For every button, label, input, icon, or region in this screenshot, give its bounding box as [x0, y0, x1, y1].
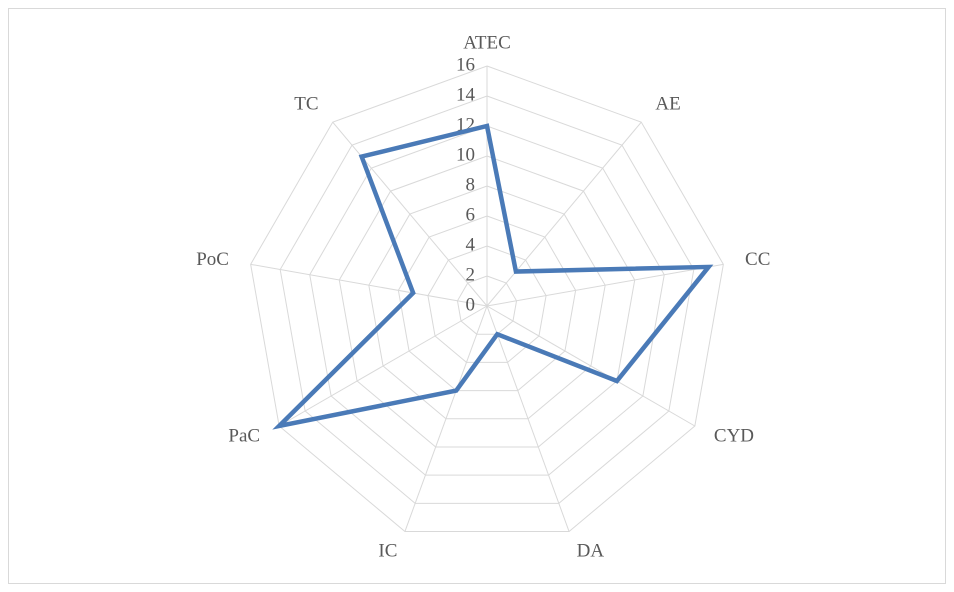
r-tick-label: 4	[466, 234, 476, 255]
category-label: PoC	[196, 249, 229, 270]
spoke	[250, 263, 488, 307]
spoke	[486, 305, 570, 532]
spoke	[486, 263, 724, 307]
r-tick-label: 6	[466, 204, 476, 225]
category-label: CC	[745, 249, 770, 270]
category-label: CYD	[714, 425, 754, 446]
grid-ring	[250, 65, 724, 533]
category-label: TC	[294, 94, 318, 115]
r-tick-label: 2	[466, 264, 476, 285]
r-tick-label: 8	[466, 174, 476, 195]
category-label: IC	[378, 541, 397, 562]
r-tick-label: 14	[456, 84, 476, 105]
r-tick-label: 10	[456, 144, 475, 165]
grid-ring	[338, 155, 636, 448]
category-label: PaC	[228, 425, 260, 446]
grid-ring	[397, 215, 577, 392]
spoke	[278, 305, 488, 427]
grid-ring	[456, 275, 518, 335]
grid-ring	[427, 245, 547, 363]
spoke	[332, 121, 488, 307]
r-tick-label: 0	[466, 294, 476, 315]
grid-ring	[309, 125, 665, 476]
chart-frame	[8, 8, 946, 584]
spoke	[404, 305, 488, 532]
category-label: AE	[655, 94, 680, 115]
data-line	[272, 123, 714, 430]
grid-ring	[279, 95, 695, 504]
spoke	[486, 121, 642, 307]
grid-ring	[368, 185, 606, 420]
r-tick-label: 16	[456, 54, 475, 75]
category-label: ATEC	[463, 32, 511, 53]
category-label: DA	[577, 541, 605, 562]
spoke	[486, 305, 696, 427]
